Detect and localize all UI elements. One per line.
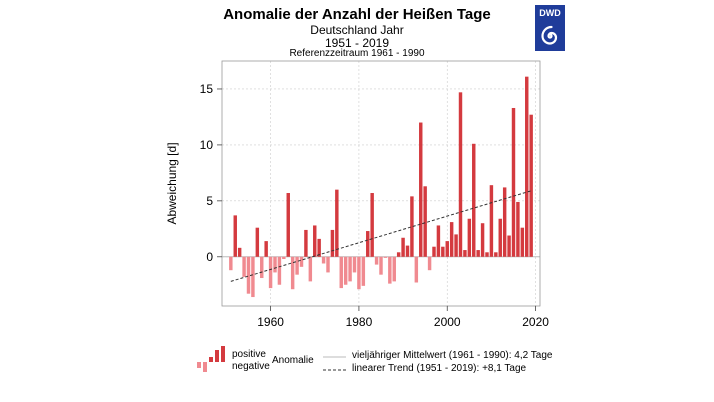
- bar: [436, 225, 441, 257]
- bar: [246, 256, 251, 294]
- bar: [339, 256, 343, 289]
- trend-line: [230, 190, 532, 282]
- bar: [229, 256, 233, 271]
- bar: [414, 256, 419, 283]
- bar: [357, 256, 361, 290]
- bar: [388, 256, 392, 284]
- legend-positive-bar-icon: [209, 357, 213, 362]
- legend-positive-bar-icon: [215, 350, 219, 362]
- bar: [472, 143, 476, 257]
- bar: [485, 252, 489, 257]
- chart-subtitle-period: 1951 - 2019: [324, 36, 390, 50]
- bar: [264, 241, 268, 257]
- bar: [441, 246, 445, 257]
- y-tick-label: 5: [206, 194, 213, 208]
- y-tick-label: 15: [200, 82, 214, 96]
- bar: [370, 193, 374, 257]
- bar: [379, 256, 383, 275]
- bar: [529, 114, 533, 257]
- y-tick-label: 10: [200, 138, 214, 152]
- plot-frame: [221, 60, 541, 307]
- logo-text: DWD: [539, 8, 561, 18]
- bar: [480, 223, 485, 257]
- legend-trend-label: linearer Trend (1951 - 2019): +8,1 Tage: [352, 363, 527, 374]
- bar: [299, 256, 304, 267]
- bar: [401, 237, 405, 257]
- bar: [277, 256, 282, 285]
- x-tick-label: 2020: [522, 315, 549, 329]
- bar: [458, 92, 463, 257]
- bar: [348, 256, 352, 282]
- y-axis-title: Abweichung [d]: [165, 142, 179, 224]
- bar: [330, 229, 335, 257]
- bar: [295, 256, 299, 275]
- bar: [242, 256, 246, 277]
- dwd-logo: DWD: [535, 5, 565, 51]
- bar: [273, 256, 277, 273]
- bar: [282, 256, 286, 260]
- bar: [502, 187, 507, 257]
- chart-title: Anomalie der Anzahl der Heißen Tage: [223, 6, 491, 23]
- bar: [352, 256, 357, 273]
- bar: [511, 107, 516, 257]
- x-tick-label: 2000: [434, 315, 461, 329]
- bar: [489, 185, 494, 257]
- bar: [308, 256, 313, 282]
- bar: [251, 256, 255, 298]
- legend-negative-bar-icon: [203, 362, 207, 372]
- x-tick-label: 1960: [257, 315, 284, 329]
- bar: [525, 76, 529, 257]
- bar: [467, 218, 472, 257]
- bar: [313, 225, 317, 257]
- bar: [392, 256, 396, 282]
- bar: [383, 256, 388, 258]
- legend-negative-bar-icon: [197, 362, 201, 368]
- y-tick-label: 0: [206, 250, 213, 264]
- bar: [260, 256, 264, 279]
- bar: [498, 218, 502, 257]
- bar: [449, 222, 454, 257]
- legend-anomaly-label: Anomalie: [272, 355, 314, 366]
- x-tick-label: 1980: [346, 315, 373, 329]
- bar: [335, 189, 339, 257]
- bar: [463, 250, 467, 257]
- bar: [476, 250, 480, 257]
- bar: [427, 256, 432, 271]
- legend-mean-label: vieljähriger Mittelwert (1961 - 1990): 4…: [352, 350, 553, 361]
- logo-spiral-icon: [541, 25, 558, 45]
- bar: [445, 241, 449, 257]
- legend-positive-bar-icon: [221, 346, 225, 362]
- bar: [454, 234, 458, 257]
- bar: [326, 256, 330, 273]
- chart-subtitle-reference: Referenzzeitraum 1961 - 1990: [289, 48, 425, 59]
- bar: [516, 201, 520, 257]
- bar: [410, 196, 414, 257]
- bar: [396, 252, 401, 257]
- bar: [423, 186, 427, 257]
- bar: [419, 122, 423, 257]
- bar: [290, 256, 295, 290]
- bar: [237, 247, 242, 257]
- bar: [507, 235, 511, 257]
- bar: [321, 256, 326, 264]
- bar: [233, 215, 237, 257]
- legend-positive-label: positive: [232, 349, 266, 360]
- legend-negative-label: negative: [232, 361, 270, 372]
- bar: [304, 229, 308, 257]
- bar: [494, 252, 498, 257]
- bar: [286, 193, 290, 257]
- bar: [361, 256, 366, 286]
- bar: [343, 256, 348, 285]
- bar: [405, 245, 410, 257]
- bar: [374, 256, 379, 265]
- bar: [317, 238, 321, 257]
- bar: [366, 231, 370, 257]
- chart-subtitle-region: Deutschland Jahr: [310, 23, 404, 37]
- bar: [255, 227, 260, 257]
- bar: [268, 256, 273, 289]
- bar: [520, 227, 525, 257]
- bar: [432, 246, 436, 257]
